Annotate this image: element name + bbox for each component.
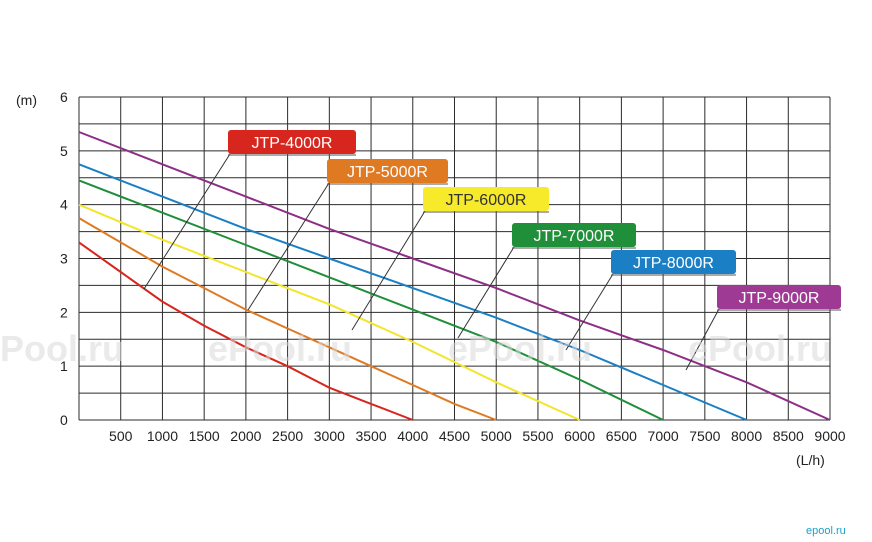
- series-line-1: [78, 241, 414, 421]
- y-tick-label: 5: [60, 143, 68, 159]
- y-axis: 0 1 2 3 4 5 6: [60, 89, 68, 428]
- x-tick-label: 9000: [814, 428, 845, 444]
- watermark-text: ePool.ru: [208, 328, 352, 369]
- series-tag-6: [717, 285, 841, 309]
- watermark-text: ePool.ru: [688, 328, 832, 369]
- y-tick-label: 1: [60, 358, 68, 374]
- x-tick-label: 1500: [189, 428, 220, 444]
- y-tick-label: 4: [60, 197, 68, 213]
- series-line-5: [78, 163, 747, 421]
- x-tick-label: 6000: [564, 428, 595, 444]
- x-tick-label: 2000: [230, 428, 261, 444]
- series-tag-3: [423, 187, 549, 211]
- series-tag-label: JTP-5000R: [347, 164, 428, 181]
- series-tag-label: JTP-9000R: [739, 290, 820, 307]
- series-line-6: [78, 131, 831, 421]
- series-tag-2: [327, 159, 448, 183]
- x-tick-label: 7500: [689, 428, 720, 444]
- leader-line: [457, 246, 515, 339]
- leader-line: [143, 153, 231, 290]
- series-tag-5: [611, 250, 736, 274]
- y-tick-label: 6: [60, 89, 68, 105]
- leader-line: [351, 210, 426, 331]
- x-tick-label: 3500: [355, 428, 386, 444]
- x-tick-label: 5000: [481, 428, 512, 444]
- series-line-4: [78, 179, 664, 421]
- legend-tags: JTP-4000R JTP-5000R JTP-6000R JTP-7000R JTP-…: [143, 130, 841, 371]
- x-tick-label: 4500: [439, 428, 470, 444]
- series-tag-label: JTP-8000R: [633, 255, 714, 272]
- x-tick-label: 8500: [773, 428, 804, 444]
- series-tag-label: JTP-4000R: [252, 135, 333, 152]
- watermarks: ePool.ru ePool.ru ePool.ru ePool.ru: [0, 328, 832, 369]
- series-tag-4: [512, 223, 636, 247]
- y-axis-unit: (m): [16, 92, 37, 108]
- x-axis-unit: (L/h): [796, 452, 825, 468]
- series-lines: [78, 131, 831, 421]
- x-tick-label: 2500: [272, 428, 303, 444]
- x-tick-label: 8000: [731, 428, 762, 444]
- y-tick-label: 3: [60, 251, 68, 267]
- watermark-text: ePool.ru: [0, 328, 124, 369]
- leader-line: [565, 273, 614, 351]
- leader-line: [685, 308, 720, 371]
- series-tag-1: [228, 130, 356, 154]
- series-tag-label: JTP-7000R: [534, 228, 615, 245]
- x-tick-label: 5500: [522, 428, 553, 444]
- x-tick-label: 500: [109, 428, 133, 444]
- series-line-3: [78, 203, 581, 421]
- y-tick-label: 2: [60, 304, 68, 320]
- x-tick-label: 3000: [314, 428, 345, 444]
- y-tick-label: 0: [60, 412, 68, 428]
- series-tag-label: JTP-6000R: [446, 192, 527, 209]
- leader-line: [247, 182, 330, 311]
- x-tick-label: 1000: [147, 428, 178, 444]
- series-line-2: [78, 217, 497, 421]
- brand-mark: epool.ru: [806, 525, 846, 537]
- watermark-text: ePool.ru: [448, 328, 592, 369]
- x-tick-label: 7000: [648, 428, 679, 444]
- x-tick-label: 4000: [397, 428, 428, 444]
- x-tick-label: 6500: [606, 428, 637, 444]
- x-axis: 500 1000 1500 2000 2500 3000 3500 4000 4500 5000 5…: [109, 428, 846, 444]
